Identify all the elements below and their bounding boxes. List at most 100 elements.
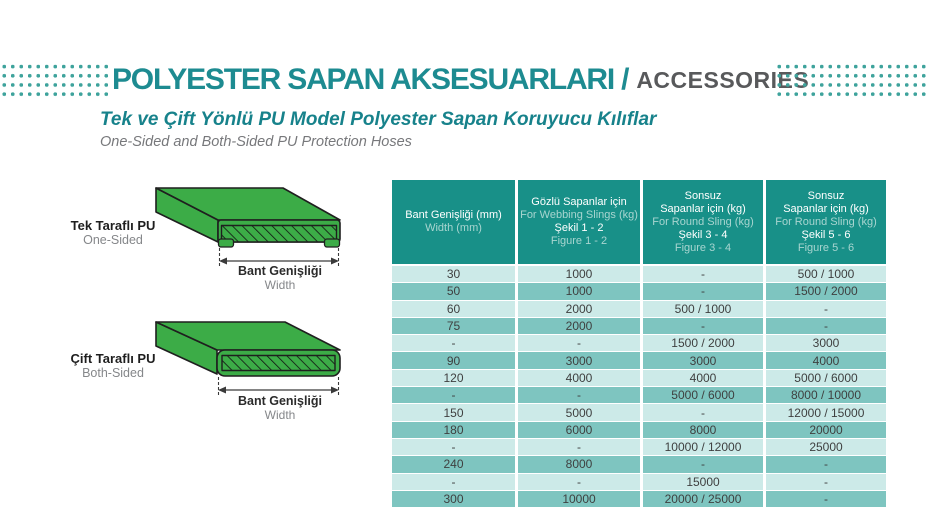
table-cell: 240 xyxy=(392,456,515,473)
dim2-label-en: Width xyxy=(264,408,296,422)
table-cell: 4000 xyxy=(518,369,640,387)
table-cell: 500 / 1000 xyxy=(643,300,763,317)
header-line: Sonsuz xyxy=(807,189,845,202)
header-line: Width (mm) xyxy=(425,222,482,234)
table-cell: 120 xyxy=(392,369,515,387)
section-subtitle-english: One-Sided and Both-Sided PU Protection H… xyxy=(100,134,412,150)
table-cell: 1500 / 2000 xyxy=(766,283,886,300)
table-cell: 5000 / 6000 xyxy=(766,369,886,387)
decorative-dots-left xyxy=(0,62,111,99)
section-subtitle-turkish: Tek ve Çift Yönlü PU Model Polyester Sap… xyxy=(100,109,657,130)
header-line: Sapanlar için (kg) xyxy=(660,202,746,215)
header-cell: Gözlü Sapanlar için For Webbing Slings (k… xyxy=(518,180,640,264)
table-cell: 150 xyxy=(392,404,515,421)
hose2-top-face xyxy=(155,321,341,351)
table-cell: 15000 xyxy=(643,473,763,490)
table-cell: 3000 xyxy=(766,335,886,352)
one-sided-hose-illustration xyxy=(155,187,341,267)
table-cell: 8000 xyxy=(643,421,763,438)
table-cell: - xyxy=(766,456,886,473)
table-header-row: Bant Genişliği (mm) Width (mm) Gözlü Sapan… xyxy=(392,180,886,264)
hose1-arrowhead-left xyxy=(219,257,227,265)
dim2-label-tr: Bant Genişliği xyxy=(237,394,323,408)
table-cell: - xyxy=(766,300,886,317)
page-title-turkish: POLYESTER SAPAN AKSESUARLARI / xyxy=(112,63,630,96)
header-line: Şekil 3 - 4 xyxy=(678,228,728,241)
header-line: For Round Sling (kg) xyxy=(775,215,877,228)
table-cell: - xyxy=(392,473,515,490)
hose1-arrowhead-right xyxy=(331,257,339,265)
header-line: Sonsuz xyxy=(684,189,722,202)
table-cell: 5000 xyxy=(518,404,640,421)
table-cell: 90 xyxy=(392,352,515,369)
table-cell: 10000 / 12000 xyxy=(643,438,763,456)
header-cell: Sonsuz Sapanlar için (kg) For Round Sling … xyxy=(643,180,763,264)
hose1-right-foot xyxy=(323,238,341,248)
both-sided-hose-illustration xyxy=(155,321,341,396)
one-sided-label-en: One-Sided xyxy=(83,233,143,247)
hose2-webbing-strip xyxy=(221,354,336,372)
table-cell: - xyxy=(392,335,515,352)
table-cell: 2000 xyxy=(518,300,640,317)
table-cell: - xyxy=(766,473,886,490)
table-cell: 75 xyxy=(392,317,515,335)
header-cell: Sonsuz Sapanlar için (kg) For Round Sling … xyxy=(766,180,886,264)
table-cell: 5000 / 6000 xyxy=(643,387,763,404)
header-line: For Round Sling (kg) xyxy=(652,215,754,228)
table-cell: - xyxy=(518,473,640,490)
both-sided-label-tr: Çift Taraflı PU xyxy=(70,351,156,366)
hose1-left-foot xyxy=(217,238,235,248)
table-cell: 60 xyxy=(392,300,515,317)
table-cell: - xyxy=(643,317,763,335)
table-cell: - xyxy=(643,283,763,300)
table-cell: 20000 / 25000 xyxy=(643,490,763,508)
hose2-arrowhead-right xyxy=(331,386,339,394)
hose2-arrowhead-left xyxy=(218,386,226,394)
header-line: For Webbing Slings (kg) xyxy=(520,209,638,221)
header-line: Figure 1 - 2 xyxy=(550,235,608,247)
one-sided-label: Tek Taraflı PU One-Sided xyxy=(68,218,158,247)
table-cell: 8000 / 10000 xyxy=(766,387,886,404)
table-cell: - xyxy=(766,490,886,508)
header-line: Gözlü Sapanlar için xyxy=(531,196,627,208)
table-cell: 30 xyxy=(392,266,515,283)
table-cell: 3000 xyxy=(643,352,763,369)
table-cell: 180 xyxy=(392,421,515,438)
table-cell: - xyxy=(518,438,640,456)
one-sided-label-tr: Tek Taraflı PU xyxy=(70,218,156,233)
header-cell: Bant Genişliği (mm) Width (mm) xyxy=(392,180,515,264)
header-line: Şekil 1 - 2 xyxy=(554,222,604,234)
table-cell: - xyxy=(766,317,886,335)
table-cell: - xyxy=(643,404,763,421)
table-cell: 2000 xyxy=(518,317,640,335)
table-cell: - xyxy=(643,266,763,283)
header-line: Figure 3 - 4 xyxy=(674,241,732,254)
header-line: Şekil 5 - 6 xyxy=(801,228,851,241)
dim1-label-tr: Bant Genişliği xyxy=(237,264,323,278)
table-cell: - xyxy=(518,387,640,404)
table-cell: 20000 xyxy=(766,421,886,438)
table-cell: 10000 xyxy=(518,490,640,508)
one-sided-width-dimension: Bant Genişliği Width xyxy=(210,264,350,292)
both-sided-label: Çift Taraflı PU Both-Sided xyxy=(68,351,158,380)
table-cell: 4000 xyxy=(643,369,763,387)
table-cell: 25000 xyxy=(766,438,886,456)
table-cell: 1000 xyxy=(518,283,640,300)
decorative-dots-right xyxy=(775,62,927,99)
table-cell: 1500 / 2000 xyxy=(643,335,763,352)
header-line: Bant Genişliği (mm) xyxy=(405,209,502,221)
table-cell: 500 / 1000 xyxy=(766,266,886,283)
table-cell: 6000 xyxy=(518,421,640,438)
dim1-label-en: Width xyxy=(264,278,296,292)
hose1-top-face xyxy=(155,187,341,221)
table-body: 30 1000-500 / 1000 50 1000-1500 / 2000 60 200… xyxy=(392,266,886,508)
capacity-table: Bant Genişliği (mm) Width (mm) Gözlü Sapan… xyxy=(392,180,886,508)
both-sided-width-dimension: Bant Genişliği Width xyxy=(210,394,350,422)
page-title: POLYESTER SAPAN AKSESUARLARI / ACCESSORI… xyxy=(112,60,809,100)
both-sided-label-en: Both-Sided xyxy=(82,366,144,380)
table-cell: 12000 / 15000 xyxy=(766,404,886,421)
table-cell: 8000 xyxy=(518,456,640,473)
table-cell: - xyxy=(392,387,515,404)
header-line: Figure 5 - 6 xyxy=(797,241,855,254)
table-cell: - xyxy=(518,335,640,352)
